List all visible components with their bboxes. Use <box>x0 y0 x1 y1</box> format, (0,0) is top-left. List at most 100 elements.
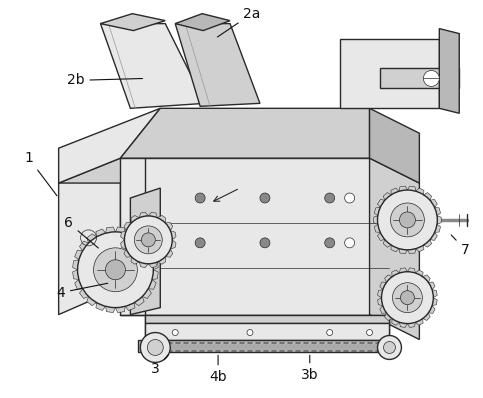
Circle shape <box>424 70 440 86</box>
Polygon shape <box>380 68 459 88</box>
Polygon shape <box>170 231 176 240</box>
Circle shape <box>78 232 153 308</box>
Polygon shape <box>145 322 389 339</box>
Circle shape <box>94 248 137 292</box>
Circle shape <box>390 203 425 237</box>
Polygon shape <box>384 313 392 320</box>
Polygon shape <box>115 306 125 312</box>
Polygon shape <box>165 222 173 231</box>
Polygon shape <box>134 234 144 243</box>
Polygon shape <box>58 108 160 183</box>
Polygon shape <box>148 279 156 289</box>
Circle shape <box>260 238 270 248</box>
Polygon shape <box>399 268 408 273</box>
Polygon shape <box>148 212 157 218</box>
Polygon shape <box>96 229 106 237</box>
Polygon shape <box>148 250 156 260</box>
Circle shape <box>125 216 172 264</box>
Polygon shape <box>120 158 369 314</box>
Text: 3b: 3b <box>301 355 319 382</box>
Polygon shape <box>106 306 115 312</box>
Polygon shape <box>175 23 260 106</box>
Polygon shape <box>72 260 79 270</box>
Polygon shape <box>391 245 399 252</box>
Circle shape <box>247 330 253 336</box>
Polygon shape <box>435 207 440 216</box>
Polygon shape <box>125 229 135 237</box>
Text: 2a: 2a <box>217 7 261 37</box>
Polygon shape <box>424 193 432 200</box>
Circle shape <box>195 238 205 248</box>
Polygon shape <box>435 224 440 232</box>
Text: 4: 4 <box>56 283 108 300</box>
Polygon shape <box>130 188 160 314</box>
Circle shape <box>172 330 178 336</box>
Polygon shape <box>408 249 416 254</box>
Polygon shape <box>428 306 435 313</box>
Polygon shape <box>142 241 151 251</box>
Polygon shape <box>374 207 380 216</box>
Polygon shape <box>121 231 126 240</box>
Polygon shape <box>340 39 440 108</box>
Polygon shape <box>408 186 416 191</box>
Polygon shape <box>75 279 83 289</box>
Polygon shape <box>378 290 383 298</box>
Polygon shape <box>423 313 430 320</box>
Polygon shape <box>399 249 408 254</box>
Text: 1: 1 <box>24 151 57 196</box>
Polygon shape <box>157 257 166 264</box>
Polygon shape <box>383 240 391 247</box>
Polygon shape <box>124 249 131 257</box>
Text: 4b: 4b <box>209 355 227 384</box>
Polygon shape <box>415 270 423 277</box>
Polygon shape <box>145 314 389 322</box>
Polygon shape <box>416 245 424 252</box>
Polygon shape <box>378 298 383 306</box>
Polygon shape <box>428 282 435 290</box>
Polygon shape <box>157 215 166 223</box>
Polygon shape <box>408 268 415 273</box>
Polygon shape <box>115 227 125 233</box>
Polygon shape <box>416 188 424 195</box>
Polygon shape <box>369 158 419 339</box>
Polygon shape <box>378 199 385 207</box>
Polygon shape <box>440 29 459 113</box>
Polygon shape <box>391 188 399 195</box>
Polygon shape <box>106 227 115 233</box>
Polygon shape <box>399 322 408 328</box>
Circle shape <box>325 238 335 248</box>
Polygon shape <box>80 241 89 251</box>
Polygon shape <box>175 14 230 31</box>
Polygon shape <box>131 215 139 223</box>
Polygon shape <box>125 302 135 310</box>
Polygon shape <box>380 306 386 313</box>
Circle shape <box>367 330 372 336</box>
Polygon shape <box>142 289 151 298</box>
Circle shape <box>260 193 270 203</box>
Circle shape <box>134 226 162 254</box>
Circle shape <box>382 272 433 324</box>
Circle shape <box>147 339 163 355</box>
Polygon shape <box>384 275 392 283</box>
Circle shape <box>384 341 396 353</box>
Polygon shape <box>383 193 391 200</box>
Polygon shape <box>72 270 79 279</box>
Polygon shape <box>152 260 158 270</box>
Polygon shape <box>374 216 378 224</box>
Polygon shape <box>96 302 106 310</box>
Polygon shape <box>100 14 165 31</box>
Polygon shape <box>134 297 144 306</box>
Polygon shape <box>87 234 97 243</box>
Polygon shape <box>399 186 408 191</box>
Circle shape <box>393 283 422 312</box>
Polygon shape <box>75 250 83 260</box>
Polygon shape <box>424 240 432 247</box>
Polygon shape <box>124 222 131 231</box>
Polygon shape <box>430 232 437 240</box>
Polygon shape <box>152 270 158 279</box>
Polygon shape <box>87 297 97 306</box>
Circle shape <box>345 238 355 248</box>
Circle shape <box>327 330 333 336</box>
Polygon shape <box>165 249 173 257</box>
Polygon shape <box>432 298 437 306</box>
